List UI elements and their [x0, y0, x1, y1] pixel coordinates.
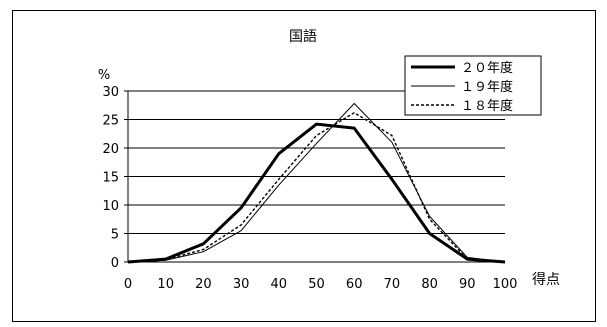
legend-label: ２０年度	[461, 60, 513, 76]
x-tick-label: 80	[421, 277, 438, 292]
y-tick-label: 0	[111, 256, 119, 271]
y-axis-label: %	[98, 68, 110, 83]
series-line	[127, 111, 506, 263]
x-tick-label: 20	[195, 277, 212, 292]
axes: 0 5 10 15 20 25 30 0 10 20 30 40 50 60 70 80 90 100	[102, 85, 517, 292]
x-axis-label: 得点	[532, 271, 560, 288]
series-lines	[127, 103, 506, 264]
x-tick-label: 60	[346, 277, 363, 292]
y-tick-label: 15	[102, 171, 119, 186]
y-tick-label: 20	[102, 142, 119, 157]
x-tick-label: 90	[459, 277, 476, 292]
x-tick-label: 10	[157, 277, 174, 292]
legend-label: １８年度	[461, 98, 513, 114]
y-tick-label: 5	[111, 228, 119, 243]
x-tick-label: 50	[308, 277, 325, 292]
series-line	[127, 103, 506, 263]
legend-label: １９年度	[461, 79, 513, 95]
chart-title: 国語	[289, 29, 317, 45]
legend: ２０年度 １９年度 １８年度	[404, 55, 542, 116]
x-tick-label: 70	[384, 277, 401, 292]
x-tick-label: 40	[271, 277, 288, 292]
x-tick-label: 0	[124, 277, 132, 292]
x-tick-label: 100	[493, 277, 518, 292]
y-tick-label: 25	[102, 114, 119, 129]
y-tick-label: 10	[102, 199, 119, 214]
y-tick-label: 30	[102, 85, 119, 100]
series-line	[127, 122, 506, 264]
x-tick-label: 30	[233, 277, 250, 292]
